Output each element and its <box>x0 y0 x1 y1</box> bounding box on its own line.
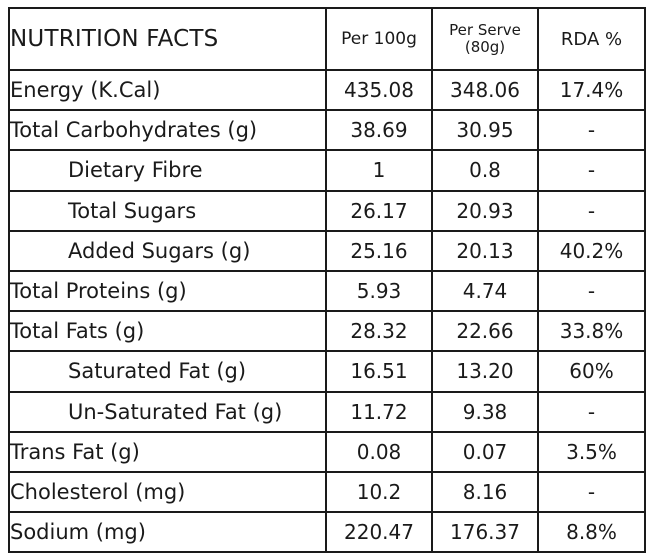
per-100g-value: 1 <box>325 149 433 192</box>
nutrient-label: Total Fats (g) <box>8 310 327 353</box>
rda-value: 3.5% <box>537 430 646 473</box>
table-row: Trans Fat (g) 0.08 0.07 3.5% <box>8 430 646 473</box>
per-serve-value: 20.13 <box>431 229 539 272</box>
rda-value: - <box>537 109 646 152</box>
per-serve-label: Per Serve <box>449 21 521 39</box>
nutrient-label: Dietary Fibre <box>8 149 327 192</box>
per-100g-value: 16.51 <box>325 350 433 393</box>
per-100g-value: 28.32 <box>325 310 433 353</box>
table-row: Total Carbohydrates (g) 38.69 30.95 - <box>8 109 646 152</box>
per-100g-value: 10.2 <box>325 470 433 514</box>
per-100g-value: 11.72 <box>325 390 433 433</box>
nutrient-label: Trans Fat (g) <box>8 430 327 473</box>
nutrient-label: Total Proteins (g) <box>8 269 327 313</box>
column-header-per-serve: Per Serve (80g) <box>431 7 539 71</box>
rda-value: - <box>537 149 646 192</box>
per-serve-value: 20.93 <box>431 189 539 232</box>
per-serve-value: 176.37 <box>431 511 539 554</box>
per-serve-value: 9.38 <box>431 390 539 433</box>
per-serve-value: 8.16 <box>431 470 539 514</box>
nutrient-label: Sodium (mg) <box>8 511 327 554</box>
per-serve-value: 348.06 <box>431 68 539 112</box>
per-serve-value: 30.95 <box>431 109 539 152</box>
table-row: Un-Saturated Fat (g) 11.72 9.38 - <box>8 390 646 433</box>
per-100g-value: 38.69 <box>325 109 433 152</box>
rda-value: 17.4% <box>537 68 646 112</box>
table-title: NUTRITION FACTS <box>8 7 327 71</box>
table-row: Cholesterol (mg) 10.2 8.16 - <box>8 470 646 514</box>
rda-value: 8.8% <box>537 511 646 554</box>
per-serve-size: (80g) <box>464 38 506 56</box>
rda-value: - <box>537 470 646 514</box>
nutrient-label: Total Carbohydrates (g) <box>8 109 327 152</box>
rda-value: - <box>537 390 646 433</box>
rda-value: 33.8% <box>537 310 646 353</box>
table-row: Total Sugars 26.17 20.93 - <box>8 189 646 232</box>
nutrition-table: NUTRITION FACTS Per 100g Per Serve (80g)… <box>8 7 646 554</box>
rda-value: 40.2% <box>537 229 646 272</box>
per-100g-value: 5.93 <box>325 269 433 313</box>
rda-value: - <box>537 189 646 232</box>
table-row: Total Proteins (g) 5.93 4.74 - <box>8 269 646 313</box>
table-row: Added Sugars (g) 25.16 20.13 40.2% <box>8 229 646 272</box>
table-row: Energy (K.Cal) 435.08 348.06 17.4% <box>8 68 646 112</box>
rda-value: - <box>537 269 646 313</box>
per-100g-value: 220.47 <box>325 511 433 554</box>
per-100g-value: 435.08 <box>325 68 433 112</box>
per-100g-value: 25.16 <box>325 229 433 272</box>
nutrient-label: Saturated Fat (g) <box>8 350 327 393</box>
nutrient-label: Total Sugars <box>8 189 327 232</box>
table-row: Total Fats (g) 28.32 22.66 33.8% <box>8 310 646 353</box>
per-serve-value: 0.07 <box>431 430 539 473</box>
per-serve-value: 0.8 <box>431 149 539 192</box>
nutrition-facts-panel: NUTRITION FACTS Per 100g Per Serve (80g)… <box>8 7 646 554</box>
nutrient-label: Cholesterol (mg) <box>8 470 327 514</box>
nutrient-label: Un-Saturated Fat (g) <box>8 390 327 433</box>
per-serve-value: 13.20 <box>431 350 539 393</box>
nutrient-label: Energy (K.Cal) <box>8 68 327 112</box>
table-row: Dietary Fibre 1 0.8 - <box>8 149 646 192</box>
per-100g-value: 26.17 <box>325 189 433 232</box>
per-serve-value: 22.66 <box>431 310 539 353</box>
table-row: Saturated Fat (g) 16.51 13.20 60% <box>8 350 646 393</box>
table-row: Sodium (mg) 220.47 176.37 8.8% <box>8 511 646 554</box>
per-100g-value: 0.08 <box>325 430 433 473</box>
column-header-per-100g: Per 100g <box>325 7 433 71</box>
header-row: NUTRITION FACTS Per 100g Per Serve (80g)… <box>8 7 646 71</box>
column-header-rda: RDA % <box>537 7 646 71</box>
rda-value: 60% <box>537 350 646 393</box>
per-serve-value: 4.74 <box>431 269 539 313</box>
nutrient-label: Added Sugars (g) <box>8 229 327 272</box>
